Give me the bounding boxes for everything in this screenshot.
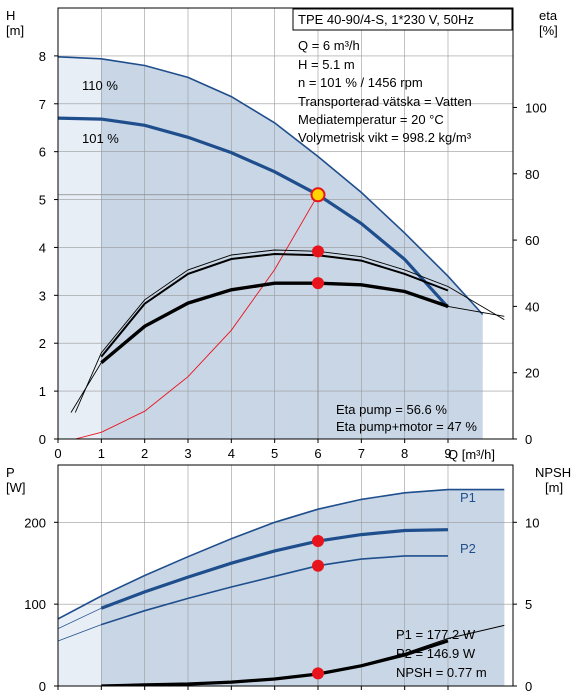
power-range <box>101 489 505 686</box>
eta-pump-motor-text: Eta pump+motor = 47 % <box>336 419 477 434</box>
x-tick-label: 6 <box>314 446 321 461</box>
npsh-axis-title: NPSH <box>535 465 571 480</box>
h-tick-label: 3 <box>39 288 46 303</box>
pump-info-box <box>292 8 513 31</box>
eta-tick-label: 20 <box>525 366 539 381</box>
eta-axis-title: eta <box>539 8 558 23</box>
npsh-tick-label: 5 <box>525 597 532 612</box>
h-axis-unit: [m] <box>6 23 24 38</box>
npsh-curve <box>101 639 449 686</box>
npsh-tick-label: 0 <box>525 679 532 694</box>
power-axis-ticks: 0 100 200 0 5 10 <box>24 515 539 694</box>
eta-tick-label: 60 <box>525 233 539 248</box>
system-curve <box>75 194 319 439</box>
h-tick-label: 4 <box>39 240 46 255</box>
eta-pump-curve-max <box>74 249 505 413</box>
h-tick-label: 5 <box>39 193 46 208</box>
eta-tick-label: 0 <box>525 432 532 447</box>
x-tick-label: 0 <box>54 446 61 461</box>
p-axis-unit: [W] <box>6 480 26 495</box>
speed-text: n = 101 % / 1456 rpm <box>298 75 423 90</box>
npsh-value-text: NPSH = 0.77 m <box>396 665 487 680</box>
p-tick-label: 100 <box>24 597 46 612</box>
x-tick-label: 4 <box>228 446 235 461</box>
eta-pump-curve <box>100 252 449 358</box>
eta-pump-text: Eta pump = 56.6 % <box>336 402 447 417</box>
eta-tick-label: 40 <box>525 299 539 314</box>
x-tick-label: 9 <box>444 446 451 461</box>
npsh-point <box>312 667 324 680</box>
q-axis-title: Q [m³/h] <box>448 447 495 462</box>
pump-model-text: TPE 40-90/4-S, 1*230 V, 50Hz <box>298 12 474 27</box>
head-text: H = 5.1 m <box>298 57 355 72</box>
head-plot-frame <box>57 7 514 440</box>
p1-point <box>312 534 324 547</box>
power-curves <box>58 465 505 686</box>
flow-text: Q = 6 m³/h <box>298 38 360 53</box>
head-curves <box>58 56 505 439</box>
head-curve-101 <box>58 116 450 309</box>
p2-value-text: P2 = 146.9 W <box>396 646 476 661</box>
h-tick-label: 6 <box>39 145 46 160</box>
p-axis-title: P <box>6 465 15 480</box>
duty-point <box>310 187 326 203</box>
p2-curve-label: P2 <box>460 541 476 556</box>
npsh-axis-unit: [m] <box>545 480 563 495</box>
curve-label-110: 110 % <box>82 78 118 93</box>
h-tick-label: 0 <box>39 432 46 447</box>
power-operating-points <box>312 534 324 680</box>
h-axis-title: H <box>6 8 15 23</box>
p1-value-text: P1 = 177.2 W <box>396 627 476 642</box>
h-tick-label: 2 <box>39 336 46 351</box>
x-tick-label: 7 <box>358 446 365 461</box>
temperature-text: Mediatemperatur = 20 °C <box>298 112 444 127</box>
eta-tick-label: 100 <box>525 100 547 115</box>
p-tick-label: 200 <box>24 515 46 530</box>
head-grid <box>58 8 513 439</box>
p1-curve-label: P1 <box>460 490 476 505</box>
liquid-text: Transporterad vätska = Vatten <box>298 94 472 109</box>
x-tick-label: 1 <box>98 446 105 461</box>
p2-curve-lower <box>101 555 448 626</box>
p2-curve <box>100 528 449 610</box>
h-tick-label: 7 <box>39 97 46 112</box>
power-npsh-panel: 0 100 200 0 5 10 P [W] NPSH [m] P1 P2 P1 = 17… <box>6 464 571 694</box>
eta-axis-unit: [%] <box>539 23 558 38</box>
eta-tick-label: 80 <box>525 167 539 182</box>
x-tick-label: 8 <box>401 446 408 461</box>
p2-point <box>312 559 324 572</box>
eta-pump-point <box>312 245 324 258</box>
x-tick-label: 3 <box>184 446 191 461</box>
head-operating-points <box>310 187 326 290</box>
h-tick-label: 1 <box>39 384 46 399</box>
p-tick-label: 0 <box>39 679 46 694</box>
density-text: Volymetrisk vikt = 998.2 kg/m³ <box>298 130 472 145</box>
power-plot-frame <box>57 464 514 687</box>
npsh-tick-label: 10 <box>525 515 539 530</box>
curve-label-101: 101 % <box>82 131 119 146</box>
x-tick-label: 2 <box>141 446 148 461</box>
x-tick-label: 5 <box>271 446 278 461</box>
eta-total-curve <box>100 281 449 365</box>
eta-total-point <box>312 277 324 290</box>
h-tick-label: 8 <box>39 49 46 64</box>
operating-range <box>97 58 483 439</box>
p1-curve <box>58 488 505 620</box>
head-curve-110 <box>58 56 484 316</box>
